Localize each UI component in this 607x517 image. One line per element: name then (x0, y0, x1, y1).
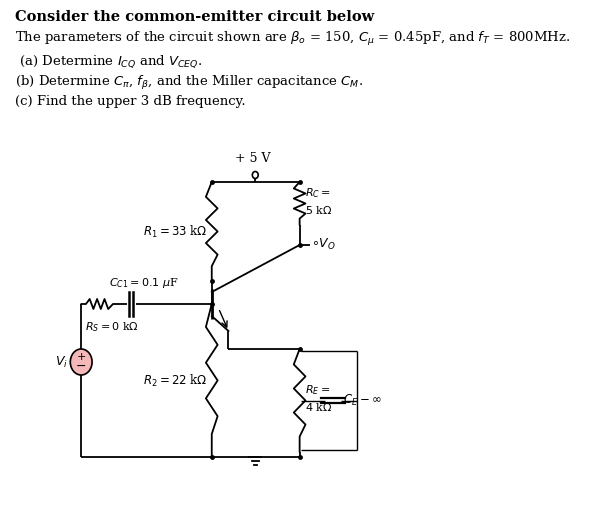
Text: Consider the common-emitter circuit below: Consider the common-emitter circuit belo… (15, 10, 375, 24)
Text: (c) Find the upper 3 dB frequency.: (c) Find the upper 3 dB frequency. (15, 95, 246, 108)
Text: $R_E=$
$4$ k$\Omega$: $R_E=$ $4$ k$\Omega$ (305, 384, 332, 414)
Text: $R_2 =  22$ k$\Omega$: $R_2 = 22$ k$\Omega$ (143, 372, 208, 389)
Circle shape (70, 349, 92, 375)
Text: The parameters of the circuit shown are $\beta_o$ = 150, $C_\mu$ = 0.45pF, and $: The parameters of the circuit shown are … (15, 30, 571, 48)
Text: $V_i$: $V_i$ (55, 355, 68, 370)
Text: $C_E - \infty$: $C_E - \infty$ (343, 393, 382, 408)
Text: (a) Determine $I_{CQ}$ and $V_{CEQ}$.: (a) Determine $I_{CQ}$ and $V_{CEQ}$. (15, 53, 203, 70)
Text: (b) Determine $C_{\pi}$, $f_{\beta}$, and the Miller capacitance $C_M$.: (b) Determine $C_{\pi}$, $f_{\beta}$, an… (15, 74, 364, 92)
Text: + 5 V: + 5 V (235, 152, 271, 165)
Text: $R_C=$
$5$ k$\Omega$: $R_C=$ $5$ k$\Omega$ (305, 187, 332, 217)
Text: $R_1 = 33$ k$\Omega$: $R_1 = 33$ k$\Omega$ (143, 223, 208, 239)
Text: $C_{C1} = 0.1\ \mu$F: $C_{C1} = 0.1\ \mu$F (109, 276, 178, 290)
Text: −: − (76, 360, 86, 373)
Text: $R_S = 0$ k$\Omega$: $R_S = 0$ k$\Omega$ (86, 320, 140, 334)
Text: $\circ V_O$: $\circ V_O$ (311, 236, 336, 252)
Text: +: + (76, 353, 86, 362)
